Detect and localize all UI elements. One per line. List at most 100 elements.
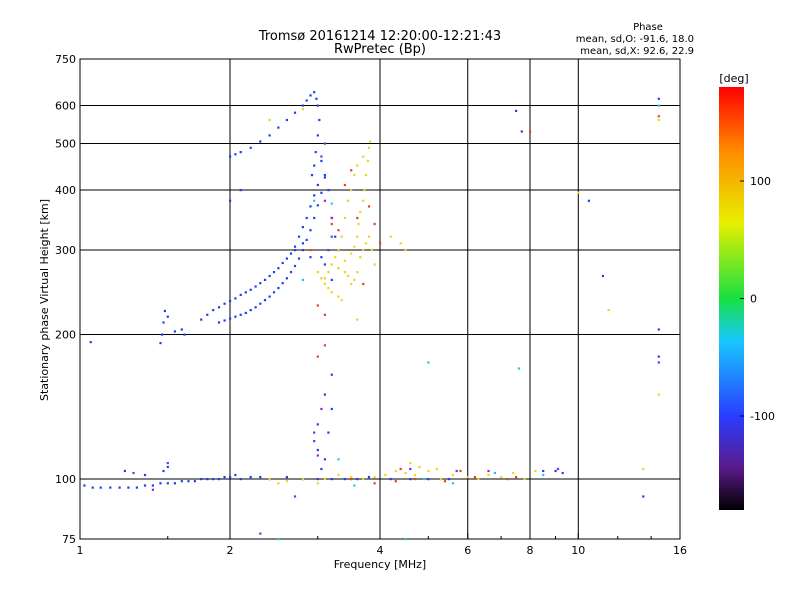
data-point [163, 309, 166, 313]
data-point [447, 478, 451, 481]
data-point [315, 97, 318, 100]
data-point [334, 235, 337, 238]
data-point [356, 216, 359, 220]
data-point [234, 315, 237, 318]
data-point [109, 486, 112, 489]
data-point [362, 155, 365, 158]
data-point [289, 252, 293, 255]
data-point [320, 277, 323, 280]
data-point [297, 235, 301, 238]
data-point [285, 476, 288, 479]
data-point [473, 476, 476, 479]
data-point [327, 271, 330, 274]
data-point [353, 278, 356, 281]
data-point [301, 249, 304, 252]
data-point [200, 478, 203, 481]
x-tick-label: 6 [464, 544, 471, 557]
data-point [413, 473, 417, 477]
y-tick-label: 400 [55, 184, 76, 197]
data-point [135, 486, 138, 489]
data-point [320, 407, 323, 411]
data-point [223, 319, 226, 322]
data-point [309, 205, 312, 208]
data-point [249, 288, 252, 291]
data-point [293, 111, 297, 114]
data-point [373, 222, 376, 226]
data-point [316, 183, 319, 187]
data-point [285, 277, 288, 280]
data-point [297, 257, 301, 260]
data-point [587, 199, 590, 202]
chart-title: Tromsø 20161214 12:20:00-12:21:43 [258, 29, 501, 44]
data-point [362, 199, 365, 202]
data-point [327, 431, 330, 434]
data-point [293, 264, 297, 268]
data-point [301, 108, 304, 111]
data-point [83, 484, 86, 487]
x-axis-label: Frequency [MHz] [334, 558, 426, 571]
data-point [520, 130, 523, 133]
data-point [487, 469, 490, 473]
data-point [337, 229, 340, 232]
data-point [359, 256, 362, 259]
data-point [542, 473, 545, 477]
y-tick-label: 300 [55, 244, 76, 257]
data-point [212, 478, 215, 481]
data-point [234, 297, 237, 300]
x-tick-label: 10 [571, 544, 585, 557]
data-point [318, 118, 321, 122]
data-point [259, 140, 262, 143]
stats-line-x: mean, sd,X: 92.6, 22.9 [580, 46, 694, 57]
data-point [143, 484, 147, 487]
data-point [362, 478, 365, 481]
data-point [642, 495, 645, 498]
data-point [356, 235, 359, 238]
data-point [305, 238, 308, 241]
data-point [357, 222, 360, 226]
data-point [493, 471, 496, 475]
data-point [127, 486, 130, 489]
data-point [451, 473, 454, 477]
data-point [427, 478, 430, 481]
data-point [350, 476, 353, 479]
data-point [365, 242, 368, 245]
data-point [293, 495, 297, 498]
colorbar-ticks: -100 0 100 [740, 175, 775, 423]
data-point [435, 467, 438, 471]
data-point [285, 480, 288, 483]
data-point [159, 482, 162, 485]
data-point [379, 242, 382, 245]
x-tick-label: 16 [673, 544, 687, 557]
data-point [323, 263, 326, 266]
data-point [180, 480, 183, 483]
data-point [373, 482, 376, 485]
data-point [404, 249, 407, 252]
y-tick-label: 750 [55, 53, 76, 66]
data-point [556, 467, 560, 471]
data-point [330, 222, 333, 226]
data-point [259, 282, 262, 285]
data-point [657, 104, 660, 107]
data-point [277, 538, 280, 541]
data-point [309, 256, 312, 259]
data-point [277, 126, 280, 129]
data-point [162, 469, 165, 473]
data-point [466, 476, 469, 479]
data-point [657, 361, 660, 364]
data-point [657, 393, 660, 396]
data-points [83, 91, 660, 541]
data-point [330, 373, 333, 376]
x-axis-ticks: 1 2 4 6 8 10 16 [77, 533, 687, 557]
data-point [180, 328, 183, 331]
data-point [217, 306, 221, 309]
y-tick-label: 100 [55, 473, 76, 486]
data-point [249, 309, 252, 312]
data-point [607, 309, 610, 312]
data-point [657, 118, 660, 122]
data-point [263, 299, 267, 302]
data-point [350, 282, 353, 286]
data-point [254, 306, 257, 309]
data-point [515, 476, 518, 479]
data-point [285, 118, 288, 122]
data-point [229, 299, 232, 303]
